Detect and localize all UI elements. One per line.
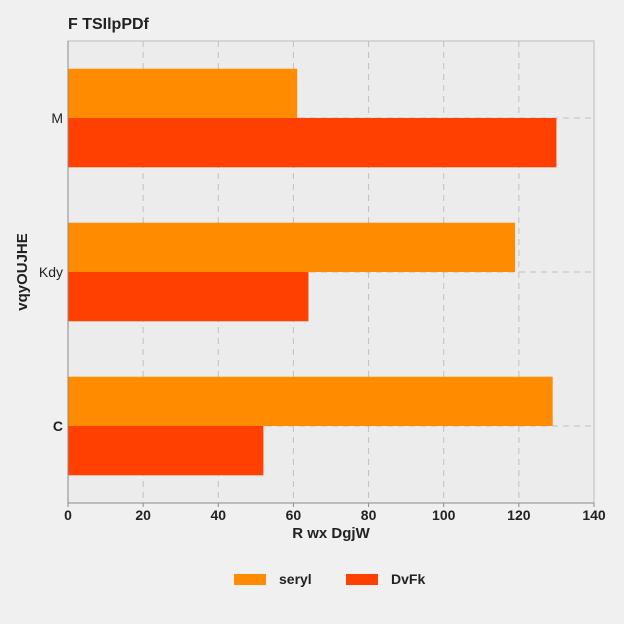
bar <box>68 272 309 322</box>
legend-label: seryl <box>279 571 312 587</box>
legend-swatch <box>234 574 266 585</box>
bar <box>68 426 264 476</box>
legend-swatch <box>346 574 378 585</box>
y-tick-label: Kdy <box>39 264 63 280</box>
y-axis-label: vqyOUJHE <box>14 233 31 311</box>
legend-label: DvFk <box>391 571 425 587</box>
bar <box>68 376 553 426</box>
y-axis-ticks: C Kdy M <box>39 110 63 434</box>
y-tick-label: C <box>53 418 63 434</box>
chart-title: F TSIlpPDf <box>68 16 150 33</box>
x-tick-label: 20 <box>135 507 151 523</box>
bar <box>68 222 516 272</box>
x-tick-label: 40 <box>210 507 226 523</box>
x-tick-label: 80 <box>361 507 377 523</box>
x-axis-label: R wx DgjW <box>292 525 370 542</box>
bar <box>68 118 557 168</box>
x-tick-label: 60 <box>286 507 302 523</box>
legend: seryl DvFk <box>234 571 425 587</box>
bar <box>68 68 298 118</box>
x-tick-label: 140 <box>582 507 606 523</box>
x-tick-label: 100 <box>432 507 456 523</box>
x-axis-ticks: 0 20 40 60 80 100 120 140 <box>64 503 606 523</box>
x-tick-label: 0 <box>64 507 72 523</box>
x-tick-label: 120 <box>507 507 531 523</box>
y-tick-label: M <box>51 110 63 126</box>
bars <box>68 68 557 476</box>
